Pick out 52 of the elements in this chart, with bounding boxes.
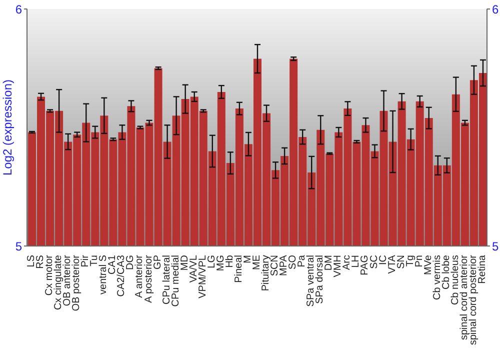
x-tick-label: A posterior <box>143 254 154 303</box>
x-tick-label: PAG <box>360 254 371 276</box>
x-tick-label: Retina <box>476 254 488 284</box>
x-tick-label: LH <box>350 255 362 268</box>
x-tick-label: LG <box>206 254 218 268</box>
x-tick-label: Tg <box>404 255 416 267</box>
y2-tick-label: 5 <box>492 239 499 254</box>
x-tick-label: Tu <box>89 255 100 266</box>
y2-tick-label: 6 <box>492 2 499 16</box>
x-tick-label: Cx cingulate <box>53 254 64 310</box>
x-tick-label: GP <box>152 254 164 270</box>
x-tick-label: SPa dorsal <box>314 255 326 304</box>
x-tick-label: OB posterior <box>71 254 82 312</box>
x-tick-label: Pituitary <box>260 255 272 292</box>
x-tick-label: spinal cord anterior <box>458 254 470 340</box>
x-tick-label: Arc <box>342 255 353 270</box>
x-tick-label: LS <box>26 254 38 268</box>
y-axis-title: Log2 (expression) <box>0 79 14 176</box>
x-tick-label: SCN <box>270 255 281 276</box>
x-tick-label: Cb vermis <box>432 255 443 300</box>
x-tick-label: MVe <box>422 254 434 276</box>
x-tick-label: spinal cord posterior <box>468 254 479 346</box>
x-tick-label: Pn <box>414 255 425 268</box>
x-tick-label: MG <box>215 254 226 272</box>
x-tick-label: CA1 <box>107 254 118 274</box>
x-tick-label: VA/VL <box>188 254 200 283</box>
x-tick-label: ME <box>252 254 262 270</box>
x-tick-label: SC <box>368 255 380 269</box>
x-tick-label: SN <box>396 255 407 269</box>
x-tick-label: VTA <box>386 254 398 274</box>
x-tick-label: SO <box>288 254 299 270</box>
x-tick-label: MD <box>179 255 190 271</box>
x-tick-label: Pineal <box>233 255 244 283</box>
x-tick-label: VPM/VPL <box>197 254 208 298</box>
x-tick-label: VMH <box>332 255 344 278</box>
x-tick-label: Hb <box>224 254 236 268</box>
x-tick-label: IC <box>378 255 389 265</box>
x-tick-label: CPu medial <box>170 255 182 307</box>
x-tick-label: MPA <box>278 254 290 276</box>
x-tick-label: Pir <box>80 254 92 268</box>
x-tick-label: CPu lateral <box>161 255 172 304</box>
x-tick-label: Cb lobe <box>440 254 452 290</box>
x-tick-label: RS <box>35 254 46 269</box>
x-tick-label: M <box>242 255 254 264</box>
x-tick-label: ventral S <box>98 254 110 294</box>
x-tick-label: A anterior <box>134 254 146 298</box>
x-tick-label: OB anterior <box>62 254 74 306</box>
x-tick-label: Pa <box>296 254 308 268</box>
x-tick-label: Cb nucleus <box>450 255 461 306</box>
x-tick-label: DG <box>125 254 136 270</box>
x-tick-label: DM <box>324 255 335 271</box>
x-tick-label: CA2/CA3 <box>116 254 128 297</box>
